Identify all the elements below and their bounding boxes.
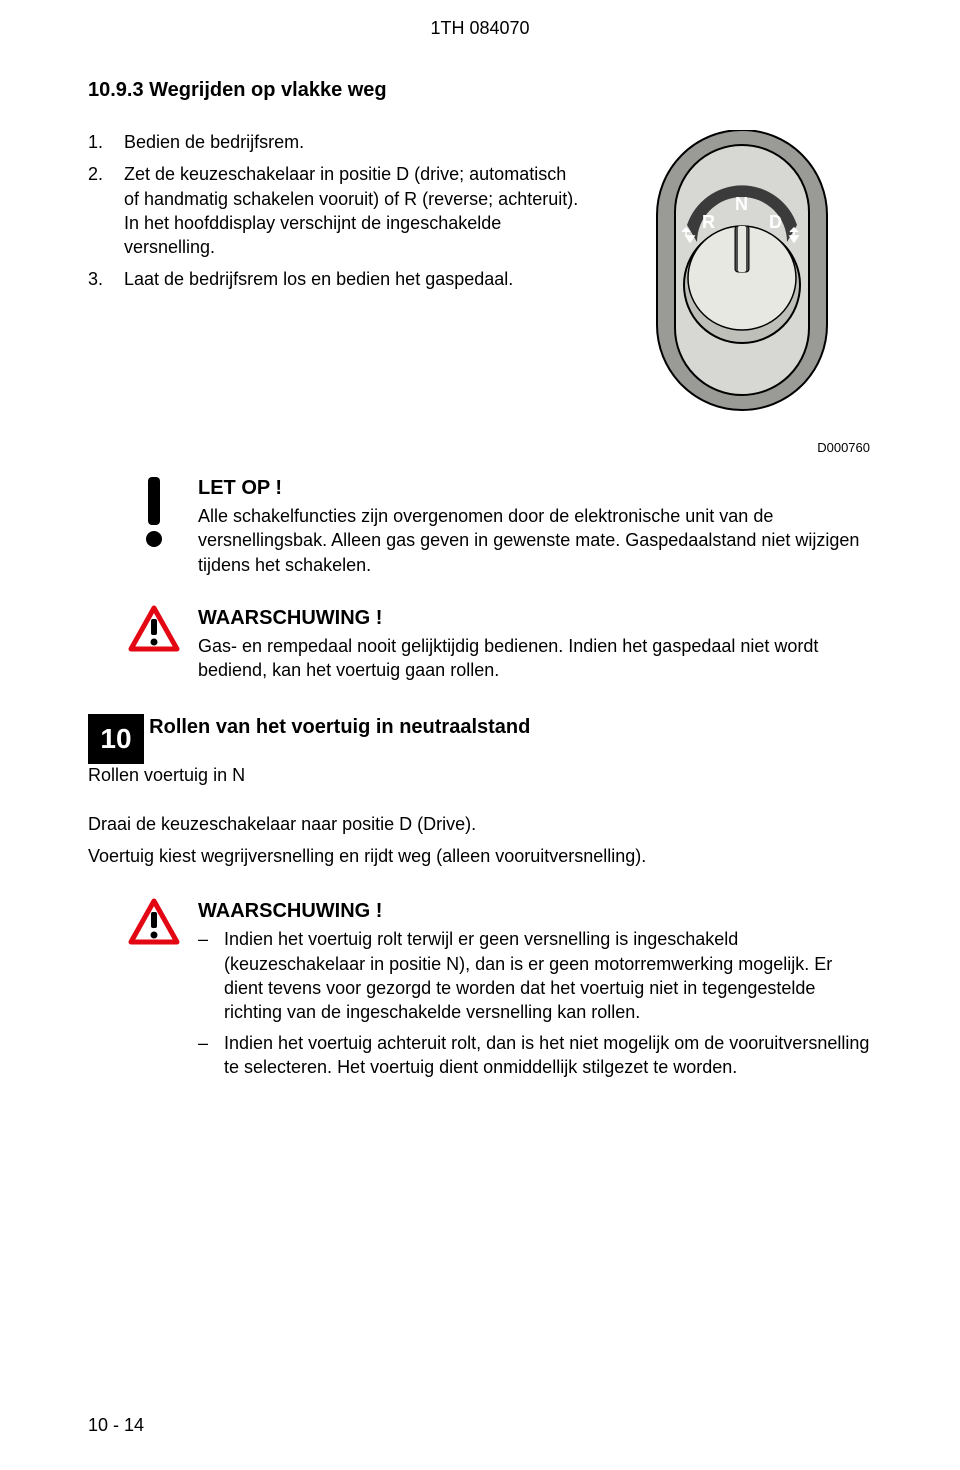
warning2-bullet: Indien het voertuig achteruit rolt, dan …: [198, 1031, 872, 1080]
warning1-body: Gas- en rempedaal nooit gelijktijdig bed…: [198, 634, 872, 683]
steps-list: Bedien de bedrijfsrem. Zet de keuzeschak…: [88, 130, 582, 292]
warning2-bullets: Indien het voertuig rolt terwijl er geen…: [198, 927, 872, 1079]
letop-heading: LET OP !: [198, 475, 872, 502]
document-header-code: 1TH 084070: [0, 0, 960, 39]
step-item: Laat de bedrijfsrem los en bedien het ga…: [88, 267, 582, 291]
warning-icon: [128, 605, 180, 683]
selector-dial-figure: R N D: [612, 130, 872, 430]
warning-icon: [128, 898, 180, 1085]
chapter-number-badge: 10: [88, 714, 144, 764]
subsection-p1: Rollen voertuig in N: [88, 763, 872, 787]
steps-column: Bedien de bedrijfsrem. Zet de keuzeschak…: [88, 130, 582, 430]
step-item: Bedien de bedrijfsrem.: [88, 130, 582, 154]
section-title: 10.9.3 Wegrijden op vlakke weg: [88, 79, 872, 102]
image-reference-code: D000760: [88, 440, 872, 455]
warning2-heading: WAARSCHUWING !: [198, 898, 872, 925]
warning1-heading: WAARSCHUWING !: [198, 605, 872, 632]
step-item: Zet de keuzeschakelaar in positie D (dri…: [88, 162, 582, 259]
subsection-p2: Draai de keuzeschakelaar naar positie D …: [88, 812, 872, 836]
attention-icon: [128, 475, 180, 577]
dial-label-r: R: [702, 212, 715, 232]
dial-label-d: D: [769, 212, 782, 232]
subsection-p3: Voertuig kiest wegrijversnelling en rijd…: [88, 844, 872, 868]
dial-label-n: N: [735, 194, 748, 214]
letop-body: Alle schakelfuncties zijn overgenomen do…: [198, 504, 872, 577]
selector-dial-svg: R N D: [627, 130, 857, 430]
page-number: 10 - 14: [88, 1415, 144, 1436]
subsection-title: 10.9.4 Rollen van het voertuig in neutra…: [88, 716, 872, 739]
warning2-bullet: Indien het voertuig rolt terwijl er geen…: [198, 927, 872, 1024]
